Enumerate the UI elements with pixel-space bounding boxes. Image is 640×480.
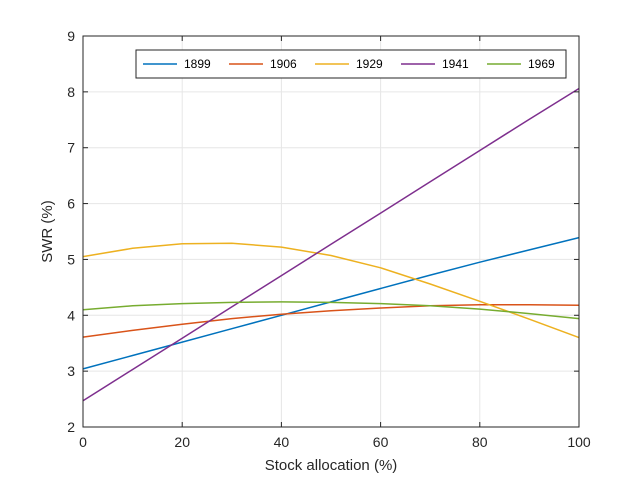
y-tick-label: 7 bbox=[67, 140, 75, 156]
plot-frame bbox=[82, 35, 580, 428]
y-tick-label: 3 bbox=[67, 363, 75, 379]
y-tick-label: 4 bbox=[67, 307, 75, 323]
axis-ticks bbox=[82, 35, 580, 428]
series-line-1941 bbox=[82, 87, 580, 402]
x-axis-title: Stock allocation (%) bbox=[265, 457, 398, 474]
y-axis-title: SWR (%) bbox=[39, 200, 56, 263]
series-line-1969 bbox=[82, 301, 580, 320]
legend-label-1906: 1906 bbox=[270, 57, 297, 71]
y-tick-label: 8 bbox=[67, 84, 75, 100]
series-lines bbox=[82, 87, 580, 402]
legend-label-1969: 1969 bbox=[528, 57, 555, 71]
legend-label-1929: 1929 bbox=[356, 57, 383, 71]
tick-labels: 0 20 40 60 80 100 2 3 4 5 6 7 8 9 bbox=[67, 28, 591, 450]
y-tick-label: 5 bbox=[67, 251, 75, 267]
x-tick-label: 0 bbox=[79, 434, 87, 450]
series-line-1906 bbox=[82, 303, 580, 338]
x-tick-label: 60 bbox=[373, 434, 389, 450]
y-tick-label: 9 bbox=[67, 28, 75, 44]
x-tick-label: 100 bbox=[567, 434, 591, 450]
legend-label-1899: 1899 bbox=[184, 57, 211, 71]
y-tick-label: 6 bbox=[67, 196, 75, 212]
x-tick-label: 20 bbox=[174, 434, 190, 450]
plot-background bbox=[83, 36, 579, 427]
x-tick-label: 80 bbox=[472, 434, 488, 450]
grid-lines bbox=[83, 36, 579, 427]
x-tick-label: 40 bbox=[274, 434, 290, 450]
legend: 1899 1906 1929 1941 1969 bbox=[135, 49, 567, 79]
legend-label-1941: 1941 bbox=[442, 57, 469, 71]
series-line-1929 bbox=[82, 242, 580, 339]
y-tick-label: 2 bbox=[67, 419, 75, 435]
